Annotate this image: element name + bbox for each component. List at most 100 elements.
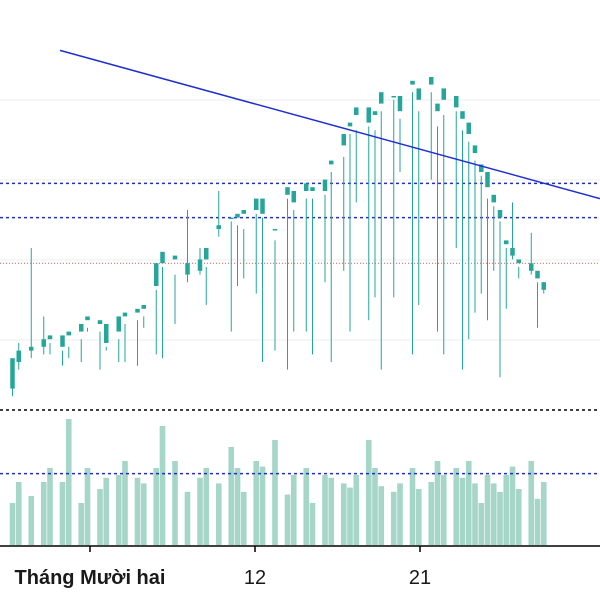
candle bbox=[379, 92, 384, 370]
volume-bar bbox=[497, 491, 503, 545]
candle bbox=[510, 202, 515, 260]
candle bbox=[454, 96, 459, 248]
candle bbox=[104, 324, 109, 351]
volume-bar bbox=[353, 475, 360, 545]
x-tick-label: 21 bbox=[409, 567, 431, 589]
volume-bar bbox=[440, 475, 447, 545]
candle-body bbox=[172, 255, 178, 260]
candle bbox=[66, 331, 71, 359]
candle-body bbox=[410, 80, 415, 85]
candle bbox=[541, 282, 546, 294]
candle-body bbox=[154, 263, 159, 286]
candle bbox=[122, 312, 128, 362]
candle-body bbox=[397, 96, 403, 112]
candle-body bbox=[372, 111, 378, 115]
candle bbox=[472, 145, 478, 313]
volume-bar bbox=[478, 503, 485, 545]
volume-bar bbox=[97, 489, 103, 545]
volume-bar bbox=[15, 482, 22, 545]
candle-body bbox=[541, 282, 546, 290]
candle-body bbox=[479, 164, 484, 172]
candle-body bbox=[241, 210, 246, 214]
candle-body bbox=[485, 172, 490, 188]
volume-bar bbox=[428, 482, 435, 545]
volume-bar bbox=[365, 440, 372, 545]
candle bbox=[204, 248, 209, 305]
x-axis: Tháng Mười hai 12 21 bbox=[0, 545, 600, 589]
candle-body bbox=[341, 134, 346, 146]
candle bbox=[497, 210, 503, 378]
volume-bar bbox=[65, 419, 72, 545]
volume-bar bbox=[184, 491, 191, 545]
volume-bar bbox=[215, 483, 222, 545]
x-tick-label: Tháng Mười hai bbox=[15, 567, 166, 589]
candle-body bbox=[304, 183, 309, 191]
candle-body bbox=[529, 263, 534, 271]
candle-body bbox=[60, 335, 65, 347]
candle bbox=[479, 164, 484, 294]
candle bbox=[229, 217, 234, 332]
volume-bar bbox=[484, 475, 491, 545]
volume-bar bbox=[203, 468, 210, 545]
candle bbox=[491, 194, 496, 271]
volume-bar bbox=[322, 475, 328, 545]
candle bbox=[85, 316, 90, 332]
volume-bar bbox=[284, 494, 291, 545]
candle-body bbox=[116, 316, 121, 332]
volume-bar bbox=[9, 503, 16, 545]
volume-bar bbox=[153, 468, 160, 545]
candle bbox=[397, 96, 403, 172]
candle bbox=[79, 324, 84, 362]
candle bbox=[97, 320, 103, 370]
candle bbox=[310, 187, 315, 355]
candle-body bbox=[47, 335, 53, 340]
candle-body bbox=[329, 160, 334, 165]
volume-bar bbox=[253, 461, 260, 545]
candle-body bbox=[516, 259, 521, 264]
candle-body bbox=[229, 217, 234, 220]
volume-bar bbox=[59, 482, 66, 545]
volume-bar bbox=[103, 477, 110, 545]
volume-bar bbox=[78, 503, 85, 545]
volume-bar bbox=[409, 468, 416, 545]
candle bbox=[366, 107, 371, 321]
candle-body bbox=[416, 88, 421, 100]
candle bbox=[291, 191, 296, 332]
candle-body bbox=[354, 107, 359, 115]
candle-body bbox=[135, 308, 140, 313]
volume-bar bbox=[240, 491, 247, 545]
candle-body bbox=[291, 191, 296, 203]
candle bbox=[285, 187, 290, 370]
volume-bar bbox=[172, 461, 178, 545]
candle-body bbox=[441, 88, 446, 100]
volume-bar bbox=[490, 483, 497, 545]
candle bbox=[216, 191, 221, 237]
candle-body bbox=[254, 198, 259, 210]
candle-body bbox=[141, 305, 146, 309]
candle bbox=[10, 358, 15, 397]
candle-body bbox=[185, 263, 190, 275]
candle-body bbox=[435, 103, 440, 112]
candle bbox=[304, 183, 309, 332]
volume-bar bbox=[259, 466, 266, 545]
volume-bar bbox=[228, 447, 235, 545]
candle bbox=[391, 96, 396, 298]
candle-body bbox=[104, 324, 109, 343]
candle bbox=[460, 111, 465, 370]
candle-body bbox=[122, 312, 128, 317]
volume-bar bbox=[472, 483, 478, 545]
volume-bar bbox=[340, 483, 347, 545]
candle-body bbox=[204, 248, 209, 260]
candle-body bbox=[366, 107, 371, 123]
candle bbox=[322, 179, 328, 283]
volume-bar bbox=[390, 491, 397, 545]
candle bbox=[60, 335, 65, 366]
candle-body bbox=[347, 122, 353, 127]
candle-body bbox=[160, 251, 165, 264]
volume-bars bbox=[9, 419, 547, 545]
candle-body bbox=[10, 358, 15, 389]
candle-body bbox=[379, 92, 384, 104]
candle bbox=[16, 343, 21, 370]
